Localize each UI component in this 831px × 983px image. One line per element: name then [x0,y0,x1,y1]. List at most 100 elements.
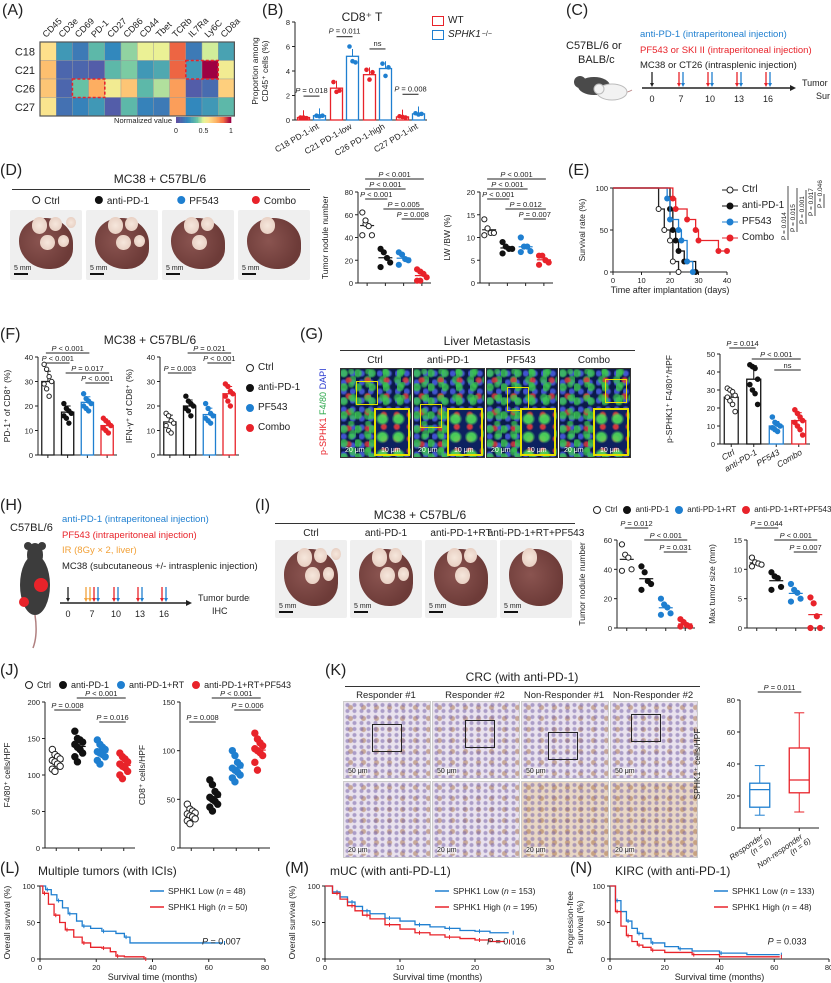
heatmap-cell [39,41,57,61]
heatmap-cell [217,60,235,80]
y-tick-label: 200 [27,698,40,707]
censor-marker [675,269,682,275]
y-tick-label: 0 [608,624,612,633]
y-axis-title: CD45⁺ cells (%) [260,40,270,101]
data-point-PF543 [774,428,781,435]
scale-bar: 20 μm [615,847,635,854]
legend-label: Ctrl [258,362,274,373]
injection-arrowhead [66,598,70,602]
data-point-anti-PD-1+RT [657,611,665,618]
y-tick-label: 30 [707,386,715,395]
panel-m-label: (M) [285,860,309,877]
heatmap-cell [136,60,154,80]
n-value: = 48) [790,902,812,912]
scale-bar: 5 mm [90,265,108,275]
mouse-icon [19,542,50,649]
day-label: 7 [678,94,683,104]
y-tick-label: 0 [151,451,155,460]
p-value-label: P = 0.011 [329,27,361,36]
p-value-label: P < 0.001 [85,690,117,698]
colorbar-segment [199,117,202,123]
liver-photo: 5 mm [162,210,234,280]
n-value: = 153) [509,886,536,896]
p-value-label: P < 0.001 [482,190,514,199]
legend-label: Combo [258,422,291,433]
day-label: 16 [159,609,169,619]
p-symbol: P [768,936,774,946]
colorbar-segment [210,117,213,123]
p-symbol: P [397,210,402,219]
p-value: = 0.005 [392,200,419,209]
row-label: C18 [15,46,35,58]
y-axis-title: survival (%) [575,900,585,945]
y-tick-label: 20 [604,595,612,604]
legend-item: anti-PD-1+RT+PF543 [742,503,831,517]
x-tick-label: 20 [666,276,674,285]
bar-Combo [791,419,807,445]
p-value-label: P = 0.044 [750,519,782,528]
y-axis-title: Overall survival (%) [2,885,12,959]
heatmap-cell [136,41,154,61]
heatmap-cell [120,41,138,61]
data-point-anti-PD-1+RT+PF543 [807,624,814,632]
p-symbol: P [487,936,493,946]
timeline-arrowhead [186,600,192,606]
tumor-nodule [446,547,463,567]
endpoint-label: Tumor burden [802,78,830,88]
data-point-Ctrl [618,541,626,548]
injection-arrowhead [677,83,681,87]
heatmap-cell [104,78,122,98]
colorbar-tick: 1 [229,128,233,135]
heatmap-cell [39,78,57,98]
p-value-label: P < 0.001 [491,180,523,189]
legend-dot [593,506,601,514]
injection-arrowhead [735,83,739,87]
group-label: PF543 [506,355,536,366]
heatmap-cell [185,60,203,80]
data-point-anti-PD-1+RT+PF543 [253,766,262,774]
legend-dot [675,506,684,514]
zoom-inset [373,408,410,456]
colorbar-segment [215,117,218,123]
y-tick-label: 60 [727,728,735,737]
x-tick-label: 20 [661,963,669,972]
treatment-legend-c: anti-PD-1 (intraperitoneal injection) PF5… [640,27,812,74]
p-symbol: P [659,543,664,552]
x-axis-title: Survival time (months) [393,972,483,982]
day-label: 10 [111,609,121,619]
y-axis-title: CD8⁺ cells/HPF [137,745,147,805]
colorbar-segment [204,117,207,123]
data-point-anti-PD-1 [208,781,217,789]
data-point-anti-PD-1 [183,393,189,399]
legend-dot [246,384,254,392]
y-tick-label: 100 [307,882,320,891]
data-point-Combo [794,423,801,429]
data-point-anti-PD-1+RT [96,760,104,768]
p-symbol: P [369,180,374,189]
zoom-region-box [605,379,627,403]
x-tick-label: 80 [261,963,269,972]
legend-dot [246,424,254,432]
survival-curve-m: 0 50 100 Overall survival (%) 0 10 20 30 Surviva… [287,882,554,982]
group-name: Ctrl [303,528,319,539]
y-tick-label: 0 [471,279,475,288]
data-point-WT [370,69,375,75]
colorbar-segment [185,117,188,123]
n-value: = 133) [788,886,815,896]
tumor-nodule [371,547,388,567]
y-tick-label: 0 [171,844,175,853]
tumor-nodule [322,567,335,582]
survival-curve-SPHK1 Low [325,885,509,934]
series-name: SPHK1 Low ( [168,886,219,896]
y-tick-label: 0 [604,268,608,277]
zoom-inset [592,408,629,456]
legend-label: anti-PD-1+RT [129,680,185,690]
colorbar-label: Normalized value [114,116,172,125]
legend-item: anti-PD-1+RT [675,503,736,517]
heatmap-cell [136,97,154,117]
legend-label: PF543 [742,216,772,227]
group-dot [94,196,103,204]
